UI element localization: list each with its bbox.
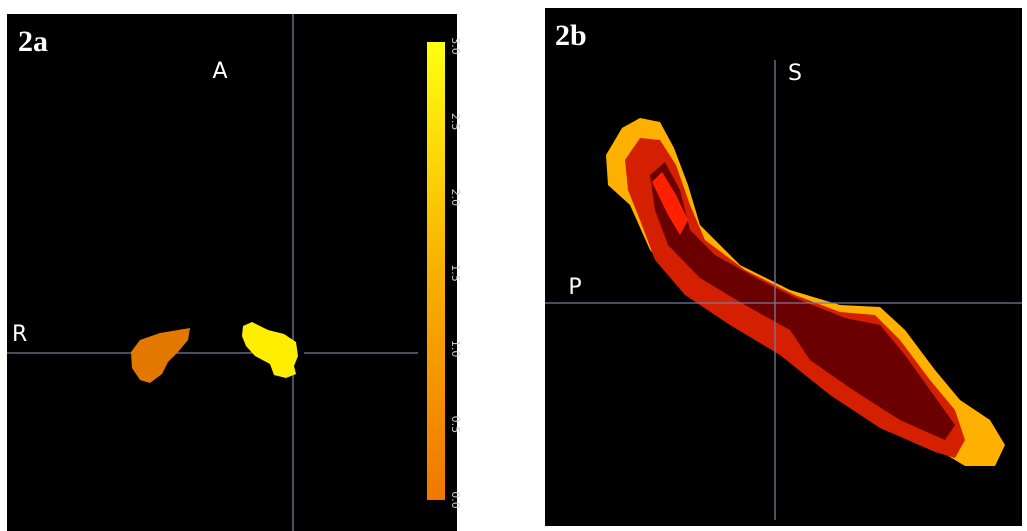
orientation-label: S — [788, 61, 802, 86]
figure: 2a A R 0.0 0.5 1.0 1.5 2.0 2.5 3.0 2b S P — [0, 0, 1027, 531]
orientation-label: P — [568, 275, 581, 300]
panel-background — [7, 14, 457, 531]
panel-label: 2a — [18, 25, 48, 58]
colorbar-tick-label: 0.0 — [449, 491, 462, 509]
colorbar-tick-label: 1.0 — [449, 340, 462, 358]
colorbar-tick-label: 2.5 — [449, 113, 462, 130]
panel-a: 2a A R 0.0 0.5 1.0 1.5 2.0 2.5 3.0 — [7, 14, 462, 531]
colorbar-tick-label: 3.0 — [449, 37, 462, 55]
colorbar-tick-label: 0.5 — [449, 416, 462, 434]
colorbar-tick-label: 2.0 — [449, 189, 462, 207]
orientation-label: R — [12, 322, 27, 347]
colorbar-tick-label: 1.5 — [449, 264, 462, 282]
panel-label: 2b — [555, 19, 587, 52]
orientation-label: A — [212, 59, 227, 84]
figure-canvas: 2a A R 0.0 0.5 1.0 1.5 2.0 2.5 3.0 2b S P — [0, 0, 1027, 531]
panel-b: 2b S P — [545, 8, 1022, 526]
colorbar — [427, 42, 445, 500]
